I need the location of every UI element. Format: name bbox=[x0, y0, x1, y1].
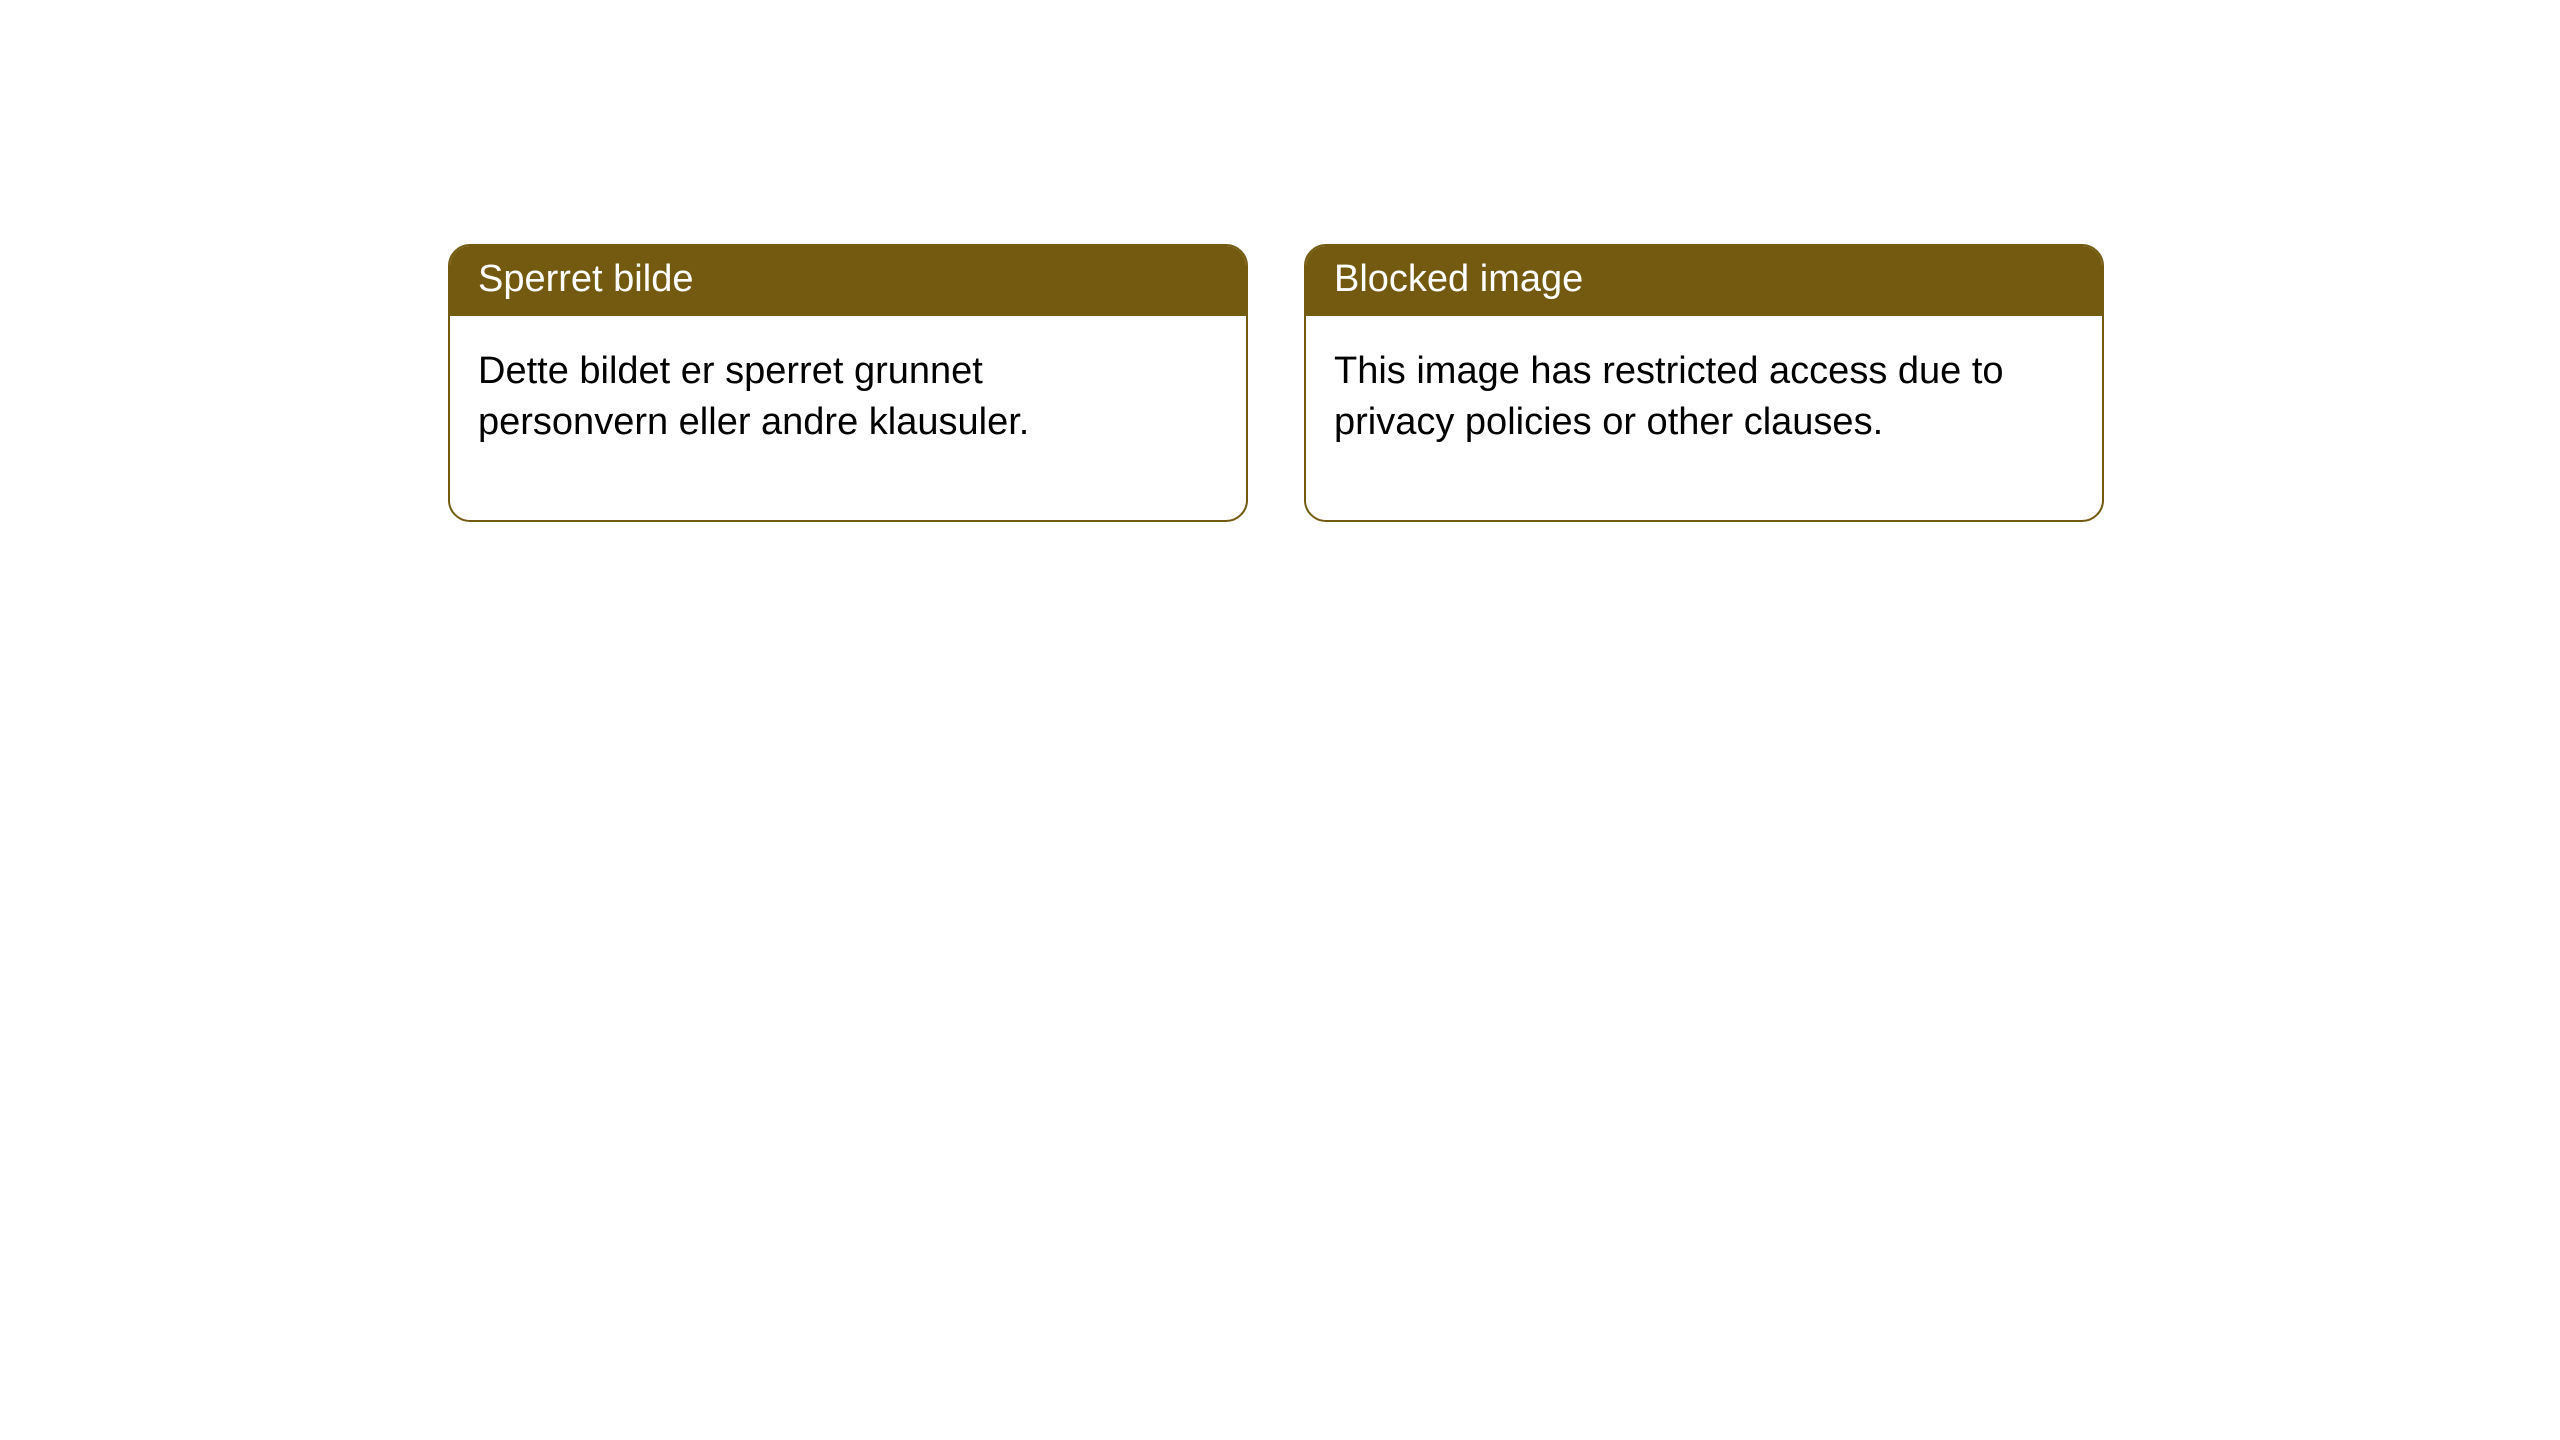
notice-card-header: Blocked image bbox=[1306, 246, 2102, 316]
notice-title: Sperret bilde bbox=[478, 258, 693, 300]
notice-card-header: Sperret bilde bbox=[450, 246, 1246, 316]
notice-body-text: Dette bildet er sperret grunnet personve… bbox=[478, 350, 1029, 443]
notice-title: Blocked image bbox=[1334, 258, 1583, 300]
notice-container: Sperret bilde Dette bildet er sperret gr… bbox=[0, 0, 2560, 522]
notice-card-body: This image has restricted access due to … bbox=[1306, 316, 2042, 521]
notice-body-text: This image has restricted access due to … bbox=[1334, 350, 2004, 443]
notice-card-no: Sperret bilde Dette bildet er sperret gr… bbox=[448, 244, 1248, 522]
notice-card-en: Blocked image This image has restricted … bbox=[1304, 244, 2104, 522]
notice-card-body: Dette bildet er sperret grunnet personve… bbox=[450, 316, 1186, 521]
